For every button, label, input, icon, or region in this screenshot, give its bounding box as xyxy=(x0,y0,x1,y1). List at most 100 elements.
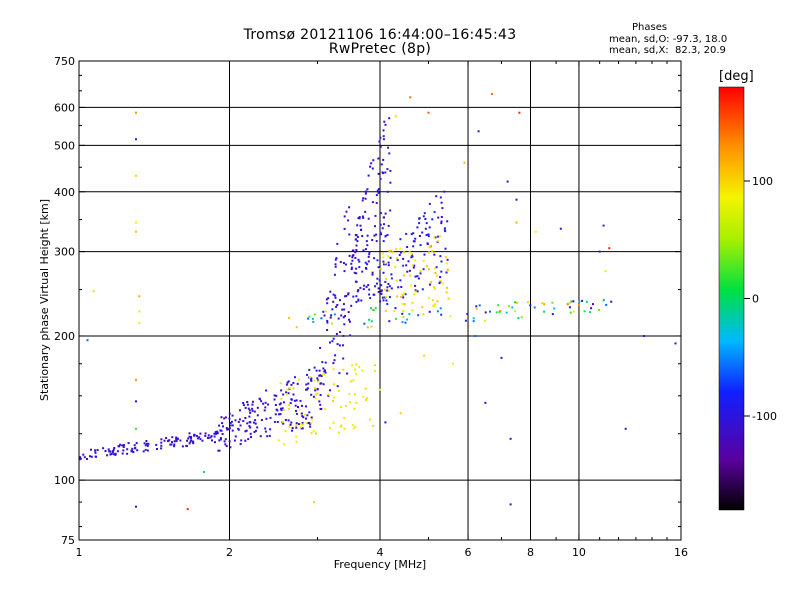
data-point xyxy=(351,249,354,252)
data-point xyxy=(250,436,252,439)
data-point xyxy=(348,254,351,257)
data-point xyxy=(274,404,277,406)
data-point xyxy=(403,303,406,306)
stats-o-mode: mean, sd,O: -97.3, 18.0 xyxy=(609,34,728,45)
data-point xyxy=(310,422,313,425)
data-point xyxy=(352,379,355,382)
data-point xyxy=(382,216,385,219)
data-point xyxy=(383,120,386,123)
data-point xyxy=(173,445,176,448)
data-point xyxy=(320,375,323,377)
data-point xyxy=(428,268,430,271)
data-point xyxy=(354,251,357,254)
data-point xyxy=(426,242,429,245)
data-point xyxy=(433,253,436,256)
data-point xyxy=(316,377,319,380)
data-point xyxy=(344,263,347,266)
data-point xyxy=(436,300,439,303)
data-point xyxy=(356,240,359,243)
data-point xyxy=(334,296,337,299)
data-point xyxy=(435,274,438,277)
data-point xyxy=(307,382,310,385)
data-point xyxy=(489,310,491,313)
data-point xyxy=(445,271,448,274)
data-point xyxy=(386,234,389,236)
data-point xyxy=(146,444,149,447)
data-point xyxy=(387,255,390,258)
data-point xyxy=(354,234,357,237)
data-point xyxy=(209,436,212,439)
data-point xyxy=(337,431,340,434)
data-point xyxy=(368,318,371,321)
data-point xyxy=(326,329,329,331)
data-point xyxy=(201,439,204,442)
data-point xyxy=(331,322,333,325)
data-point xyxy=(411,301,414,304)
data-point xyxy=(135,378,137,381)
data-point xyxy=(379,145,382,148)
data-point xyxy=(224,416,227,419)
data-point xyxy=(378,388,381,391)
data-point xyxy=(342,344,344,347)
data-point xyxy=(349,401,352,404)
data-point xyxy=(399,238,402,241)
data-point xyxy=(491,93,493,95)
data-point xyxy=(329,389,331,392)
data-point xyxy=(295,409,297,412)
data-point xyxy=(319,382,322,385)
data-point xyxy=(187,437,190,440)
data-point xyxy=(380,284,383,287)
data-point xyxy=(390,287,393,290)
data-point xyxy=(427,111,430,114)
data-point xyxy=(334,265,337,268)
data-point xyxy=(327,393,330,396)
data-point xyxy=(440,201,443,204)
data-point xyxy=(443,190,446,193)
data-point xyxy=(429,283,431,286)
data-point xyxy=(354,372,357,375)
data-point xyxy=(326,302,329,305)
data-point xyxy=(432,304,435,307)
data-point xyxy=(306,387,309,390)
data-point xyxy=(264,406,267,409)
data-point xyxy=(367,217,370,220)
data-point xyxy=(291,429,293,432)
data-point xyxy=(286,381,289,384)
data-point xyxy=(374,214,377,217)
data-point xyxy=(114,453,117,456)
data-point xyxy=(237,421,240,423)
data-point xyxy=(288,426,291,429)
data-point xyxy=(378,279,381,282)
data-point xyxy=(421,231,424,234)
data-point xyxy=(506,180,509,183)
data-point xyxy=(380,163,383,166)
data-point xyxy=(289,423,292,426)
data-point xyxy=(286,388,289,391)
data-point xyxy=(249,426,252,429)
data-point xyxy=(433,288,436,290)
data-point xyxy=(295,440,298,443)
data-point xyxy=(365,267,368,270)
data-point xyxy=(592,303,594,306)
data-point xyxy=(110,452,113,455)
data-point xyxy=(252,421,255,424)
data-point xyxy=(327,394,330,397)
data-point xyxy=(244,430,247,433)
data-point xyxy=(382,271,385,274)
data-point xyxy=(402,257,405,260)
data-point xyxy=(319,407,322,410)
data-point xyxy=(306,414,309,417)
data-point xyxy=(424,227,427,230)
data-point xyxy=(146,442,148,445)
data-point xyxy=(372,159,375,162)
data-point xyxy=(190,437,192,440)
data-point xyxy=(355,244,358,247)
data-point xyxy=(190,439,193,442)
data-point xyxy=(410,233,413,236)
data-point xyxy=(466,312,469,315)
data-point xyxy=(388,152,391,155)
data-point xyxy=(240,439,243,442)
data-point xyxy=(332,383,335,386)
data-point xyxy=(301,415,304,418)
data-point xyxy=(188,435,191,438)
